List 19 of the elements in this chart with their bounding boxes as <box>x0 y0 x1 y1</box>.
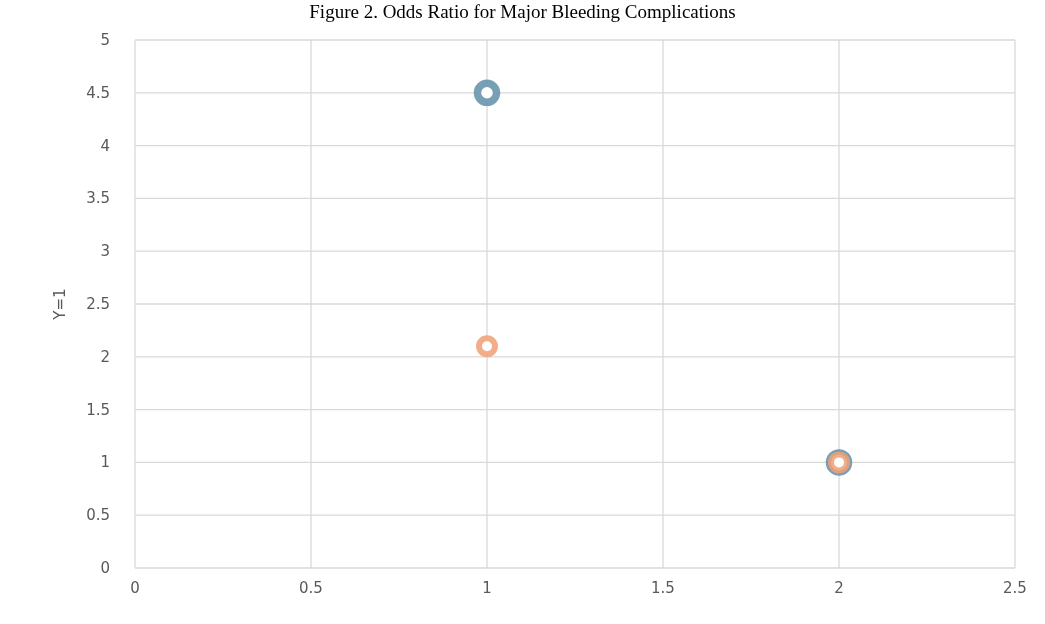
x-tick-label: 1 <box>482 579 492 597</box>
y-tick-label: 4 <box>100 136 110 155</box>
y-axis-title: Y=1 <box>51 288 69 321</box>
y-tick-label: 3 <box>100 242 110 261</box>
x-tick-label: 2.5 <box>1003 579 1027 597</box>
y-tick-label: 3.5 <box>86 189 110 208</box>
y-tick-label: 2.5 <box>86 295 110 313</box>
x-tick-label: 0.5 <box>299 579 323 597</box>
chart-title: Figure 2. Odds Ratio for Major Bleeding Complications <box>309 1 736 22</box>
y-tick-label: 5 <box>100 31 110 49</box>
y-tick-label: 4.5 <box>86 83 110 102</box>
x-tick-label: 0 <box>130 579 140 597</box>
x-tick-label: 2 <box>834 579 844 597</box>
y-tick-label: 0 <box>100 559 110 577</box>
y-tick-label: 0.5 <box>86 506 110 525</box>
y-tick-label: 1 <box>100 453 110 472</box>
x-tick-label: 1.5 <box>651 579 675 597</box>
y-tick-label: 1.5 <box>86 400 110 419</box>
y-tick-label: 2 <box>100 347 110 366</box>
